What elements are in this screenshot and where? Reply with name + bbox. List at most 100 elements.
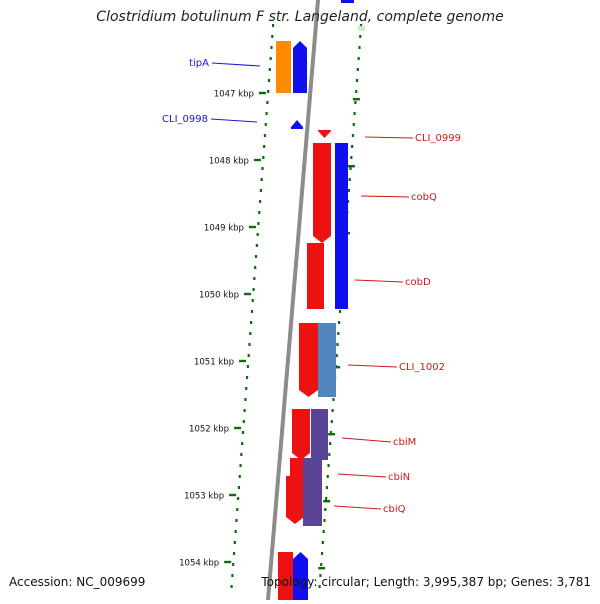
tick-dot-right: [332, 398, 335, 401]
gene-glyph-cbiN-red: [290, 458, 306, 476]
kbp-label: 1047 kbp: [214, 90, 254, 100]
gene-glyph-partial-bottom-red: [278, 552, 293, 600]
tick-dot-left: [238, 475, 241, 478]
label-tick-partial-top: [358, 26, 365, 31]
tick-dot-left: [254, 266, 257, 269]
tick-dot-left: [237, 486, 241, 489]
tick-dot-left: [233, 541, 236, 544]
tick-dot-right: [320, 563, 323, 566]
tick-dot-left: [239, 464, 242, 467]
tick-dot-right: [352, 123, 355, 126]
tick-dot-left: [250, 321, 253, 324]
tick-dot-left: [269, 57, 272, 60]
tick-dot-left: [252, 288, 255, 291]
gene-label: CLI_0999: [415, 133, 461, 144]
tick-dot-right: [325, 486, 329, 489]
gene-glyph-CLI_1002-red: [299, 323, 318, 397]
tick-dot-left: [258, 200, 262, 203]
topology-label: Topology: circular; Length: 3,995,387 bp…: [261, 575, 591, 589]
tick-dot-right: [336, 343, 339, 346]
tick-dot-left: [268, 68, 271, 71]
gene-label: cobD: [405, 277, 431, 288]
tick-dot-left: [245, 376, 249, 379]
gene-label-leader-line: [347, 364, 398, 368]
gene-glyph-cbiM-purple: [311, 409, 328, 460]
kbp-label: 1049 kbp: [204, 224, 244, 234]
tick-dot-left: [232, 563, 235, 566]
kbp-major-tick-right: [323, 500, 331, 503]
kbp-major-tick-right: [352, 98, 360, 101]
kbp-major-tick: [234, 426, 242, 430]
tick-dot-left: [260, 178, 263, 181]
tick-dot-left: [251, 299, 254, 302]
kbp-label: 1050 kbp: [199, 291, 239, 301]
tick-dot-left: [230, 585, 233, 588]
tick-dot-right: [338, 321, 341, 324]
gene-label-leader-line: [210, 118, 258, 123]
tick-dot-right: [347, 189, 350, 192]
gene-label-leader-line: [333, 505, 382, 510]
tick-dot-left: [249, 332, 252, 335]
kbp-major-tick-right: [333, 366, 341, 369]
tick-dot-left: [271, 35, 274, 38]
tick-dot-left: [262, 156, 265, 159]
gene-label-leader-line: [341, 437, 392, 443]
tick-dot-left: [235, 519, 238, 522]
accession-label: Accession: NC_009699: [9, 575, 146, 589]
tick-dot-right: [326, 475, 329, 478]
gene-glyph-cobQ-red: [313, 143, 331, 243]
tick-dot-left: [272, 24, 275, 27]
gene-glyph-cbiM-red: [292, 409, 310, 460]
gene-glyph-tipA-orange: [276, 41, 291, 93]
tick-dot-left: [261, 167, 264, 170]
kbp-major-tick: [248, 225, 256, 229]
tick-dot-left: [254, 255, 258, 258]
tick-dot-left: [248, 343, 251, 346]
kbp-major-tick: [253, 158, 261, 162]
tick-dot-right: [323, 519, 326, 522]
tick-dot-right: [330, 420, 333, 423]
kbp-major-tick-right: [347, 165, 355, 168]
tick-dot-left: [234, 530, 237, 533]
gene-glyph-tipA-blue: [293, 41, 307, 93]
tick-dot-left: [244, 398, 247, 401]
tick-dot-right: [328, 453, 331, 456]
map-title: Clostridium botulinum F str. Langeland, …: [96, 9, 504, 25]
tick-dot-left: [253, 277, 256, 280]
gene-glyph-cobD-red: [307, 243, 324, 309]
gene-label: cbiN: [388, 472, 410, 483]
gene-label-leader-line: [337, 473, 387, 478]
tick-dot-left: [258, 211, 261, 214]
tick-dot-right: [337, 332, 340, 335]
tick-dot-right: [319, 574, 322, 577]
tick-dot-left: [250, 310, 254, 313]
tick-dot-left: [241, 431, 245, 434]
tick-dot-left: [246, 365, 249, 368]
gene-glyph-cobQ-blue: [335, 143, 348, 309]
tick-dot-right: [350, 156, 353, 159]
gene-label: cbiQ: [383, 504, 406, 515]
gene-label-leader-line: [360, 195, 410, 198]
tick-dot-left: [236, 508, 239, 511]
tick-dot-left: [267, 79, 271, 82]
tick-dot-left: [255, 244, 258, 247]
tick-dot-left: [259, 189, 262, 192]
tick-dot-left: [267, 90, 270, 93]
gene-label: tipA: [189, 58, 209, 69]
gene-label: cobQ: [411, 192, 437, 203]
tick-dot-right: [353, 112, 356, 115]
tick-dot-left: [263, 134, 267, 137]
gene-glyph-CLI_0998: [291, 120, 303, 129]
kbp-label: 1053 kbp: [184, 492, 224, 502]
tick-dot-left: [263, 145, 266, 148]
gene-label: CLI_1002: [399, 362, 445, 373]
genome-backbone: [266, 0, 320, 601]
gene-label-leader-line: [354, 279, 404, 283]
tick-dot-left: [232, 552, 236, 555]
tick-dot-left: [236, 497, 240, 500]
tick-dot-right: [320, 552, 324, 555]
kbp-major-tick: [244, 292, 252, 296]
kbp-major-tick-right: [318, 567, 326, 570]
kbp-major-tick: [229, 493, 237, 497]
gene-glyph-cbiQ-red: [286, 476, 304, 524]
